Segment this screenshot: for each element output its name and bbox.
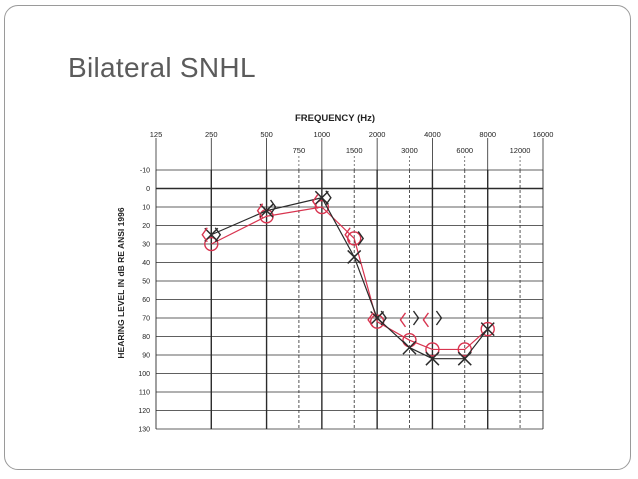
y-tick-label: 90	[142, 353, 150, 360]
chart-title: FREQUENCY (Hz)	[295, 113, 375, 124]
y-tick-label: 40	[142, 260, 150, 267]
data-point-cross	[259, 203, 274, 218]
bone-marker-left	[201, 227, 208, 243]
x-tick-label: 1000	[314, 130, 331, 139]
y-tick-label: 120	[138, 408, 150, 415]
x-tick-label: 12000	[510, 146, 531, 155]
x-tick-label: 4000	[424, 130, 441, 139]
bone-marker-right	[270, 199, 277, 215]
bone-marker-left	[311, 194, 319, 209]
bone-marker-right	[325, 190, 332, 206]
y-tick-label: 50	[142, 279, 150, 286]
tick-labels: -10 0 10 20 30 40 50 60 70 80 90 100 110 120 130 125 250…	[138, 130, 553, 434]
slide-frame	[4, 5, 631, 470]
x-tick-label: 500	[260, 130, 273, 139]
x-tick-label: 3000	[401, 146, 418, 155]
x-tick-label: 2000	[369, 130, 386, 139]
data-point-circle	[480, 321, 495, 337]
bone-marker-left	[367, 312, 374, 328]
bone-marker-left	[256, 203, 264, 219]
y-tick-label: 60	[142, 297, 150, 304]
x-tick-label: 125	[150, 130, 163, 139]
bone-marker-right	[380, 310, 388, 326]
data-point-cross	[425, 351, 440, 366]
bone-marker-left	[422, 312, 429, 328]
x-tick-label: 6000	[456, 146, 473, 155]
y-tick-label: 130	[138, 427, 150, 434]
x-tick-label: 1500	[346, 146, 363, 155]
x-tick-label: 16000	[533, 130, 554, 139]
y-tick-label: 0	[146, 186, 150, 193]
x-tick-label: 250	[205, 130, 218, 139]
y-tick-label: 110	[139, 390, 150, 397]
bone-markers	[201, 190, 443, 328]
bone-marker-right	[357, 231, 365, 246]
y-tick-label: 30	[142, 242, 150, 249]
y-tick-label: 80	[142, 334, 150, 341]
data-point-cross	[402, 340, 417, 355]
y-tick-label: -10	[140, 168, 150, 175]
y-tick-label: 100	[138, 371, 150, 378]
data-point-circle	[314, 199, 330, 215]
x-tick-label: 750	[293, 146, 306, 155]
data-point-cross	[347, 249, 362, 264]
series-line-cross	[211, 197, 489, 360]
bone-marker-right	[214, 227, 222, 243]
data-point-cross	[204, 227, 219, 242]
y-axis-label: HEARING LEVEL IN dB RE ANSI 1996	[116, 207, 126, 358]
data-point-cross	[480, 322, 495, 337]
data-point-cross	[314, 190, 329, 205]
bone-marker-left	[344, 227, 351, 243]
slide-title: Bilateral SNHL	[68, 52, 256, 83]
data-point-circle	[425, 342, 440, 357]
x-tick-label: 8000	[479, 130, 496, 139]
series	[204, 190, 495, 366]
bone-marker-right	[412, 310, 420, 326]
bone-marker-left	[399, 312, 407, 328]
grid	[155, 138, 544, 430]
bone-marker-right	[435, 310, 443, 326]
series-line-circle	[211, 206, 489, 351]
data-point-circle	[204, 236, 219, 252]
y-tick-label: 20	[142, 223, 150, 230]
y-tick-label: 10	[142, 205, 150, 212]
y-tick-label: 70	[142, 316, 150, 323]
data-point-cross	[457, 351, 472, 366]
